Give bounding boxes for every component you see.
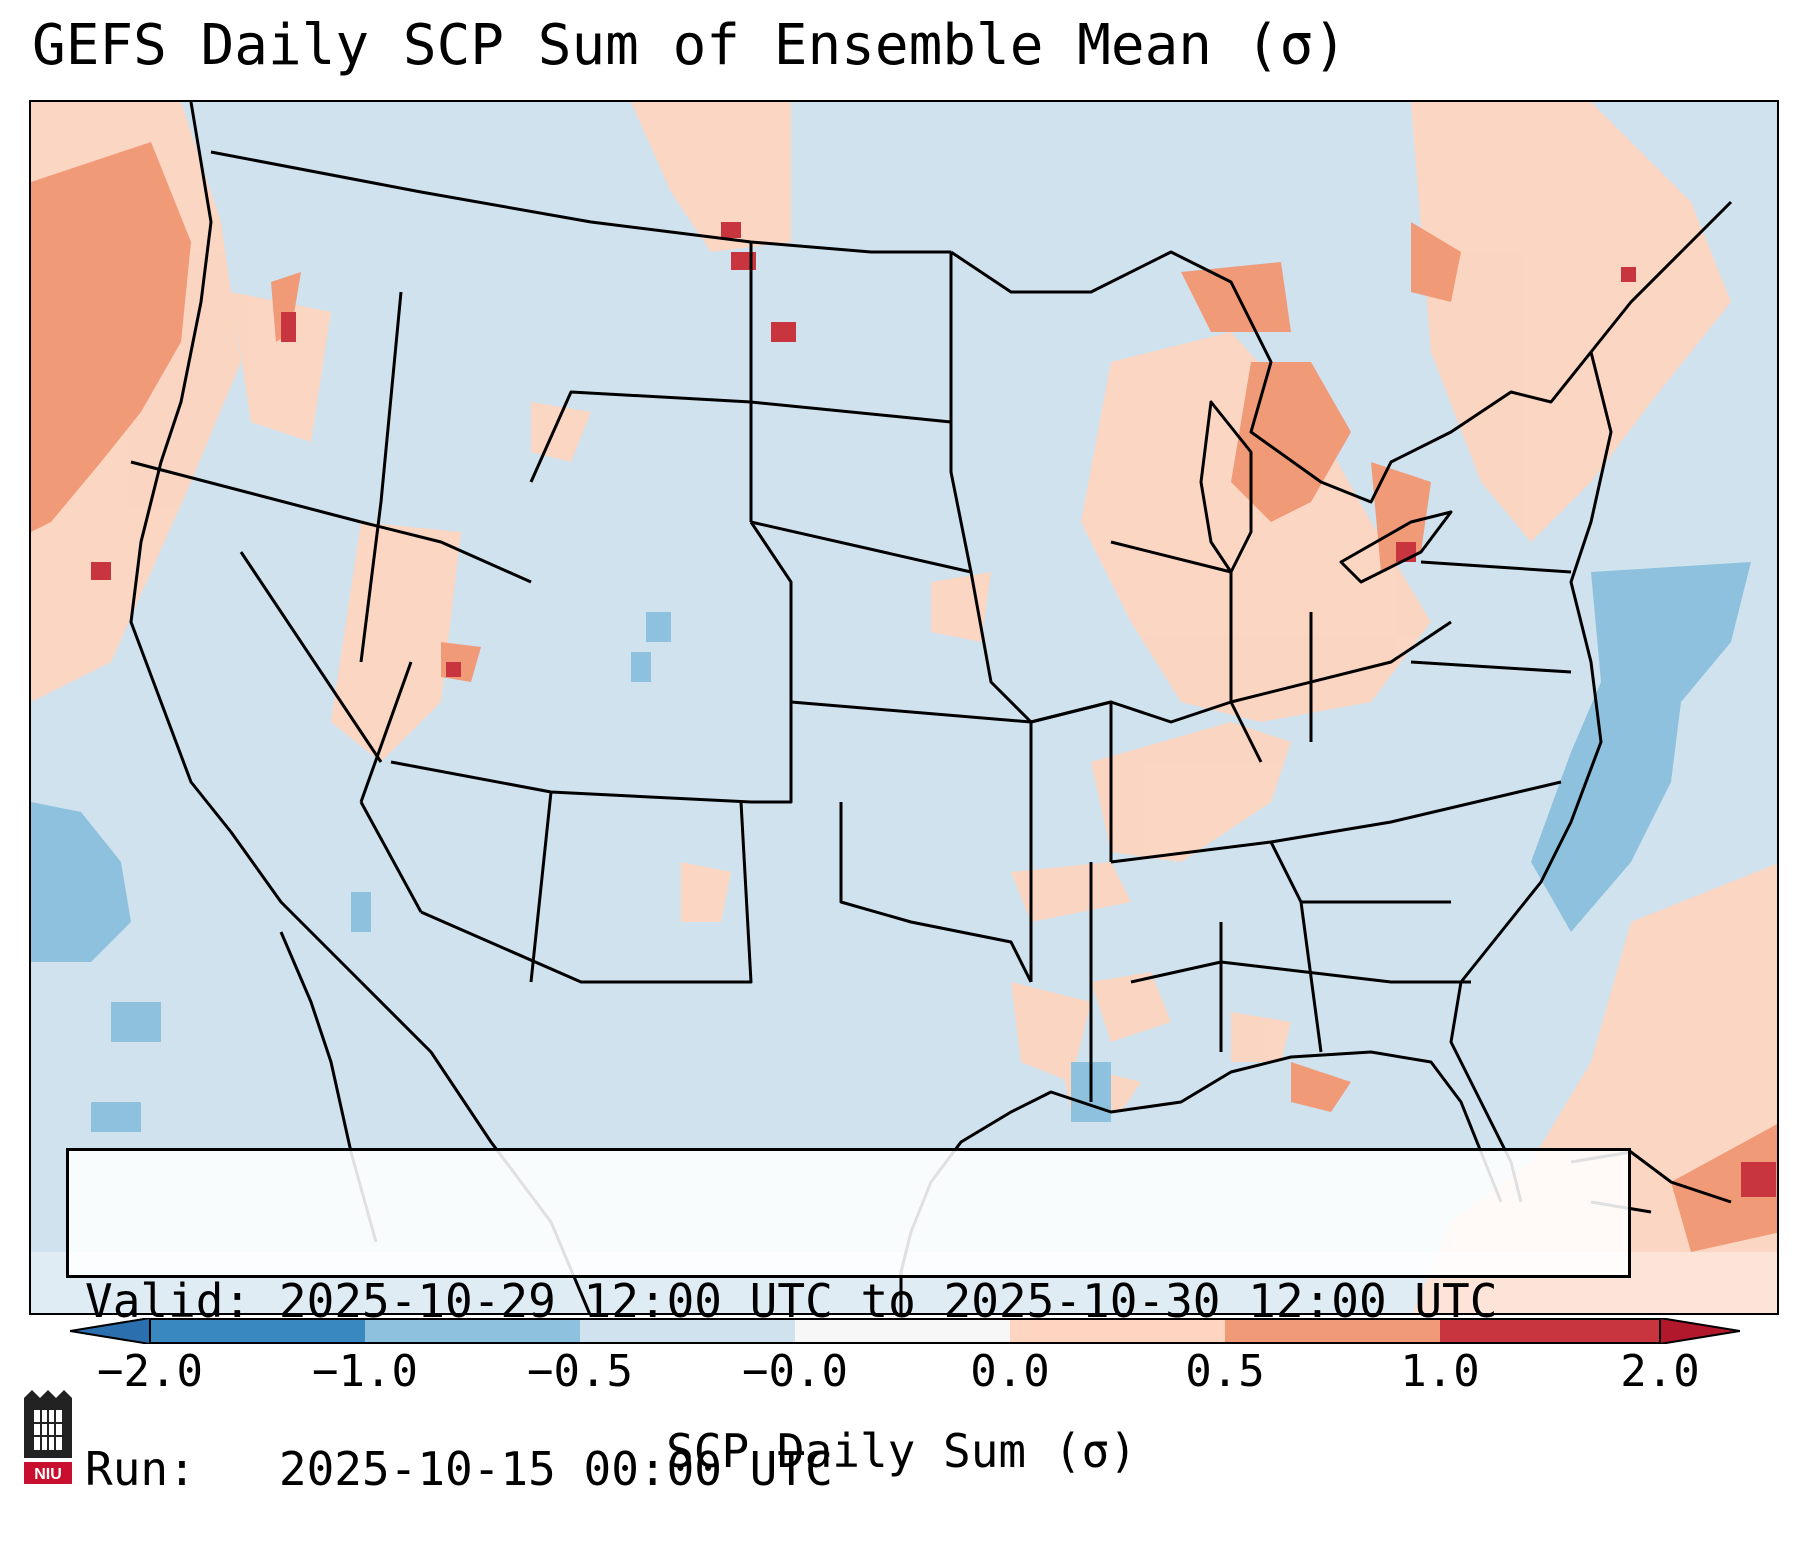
colorbar-bin-4 — [795, 1318, 1010, 1344]
colorbar-bin-7 — [1440, 1318, 1660, 1344]
colorbar-tick-1: −2.0 — [97, 1346, 203, 1397]
colorbar-extend-low — [70, 1318, 151, 1344]
colorbar-tick-8: 2.0 — [1620, 1346, 1700, 1397]
colorbar-bin-6 — [1225, 1318, 1440, 1344]
scp-map — [31, 102, 1777, 1313]
colorbar-tick-4: −0.0 — [742, 1346, 848, 1397]
positive-anomaly-strong — [91, 222, 1776, 1197]
niu-logo: NIU — [24, 1390, 72, 1484]
negative-anomaly-light — [31, 562, 1751, 1132]
colorbar-tick-3: −0.5 — [527, 1346, 633, 1397]
colorbar-tick-6: 0.5 — [1185, 1346, 1265, 1397]
logo-text: NIU — [34, 1466, 62, 1483]
great-lakes-shore — [950, 200, 1733, 504]
colorbar — [70, 1318, 1740, 1344]
colorbar-extend-high — [1659, 1318, 1740, 1344]
colorbar-label: SCP Daily Sum (σ) — [666, 1424, 1137, 1478]
colorbar-bin-3 — [580, 1318, 795, 1344]
run-label: Run: — [85, 1442, 196, 1496]
valid-run-info-box: Valid: 2025-10-29 12:00 UTC to 2025-10-3… — [66, 1148, 1631, 1496]
colorbar-tick-2: −1.0 — [312, 1346, 418, 1397]
map-panel — [29, 100, 1779, 1315]
west-coastline — [129, 102, 363, 984]
colorbar-bin-1 — [150, 1318, 365, 1344]
run-line: Run: 2025-10-15 00:00 UTC — [85, 1441, 1628, 1497]
lake-erie — [1339, 510, 1453, 584]
colorbar-bin-2 — [365, 1318, 580, 1344]
map-title: GEFS Daily SCP Sum of Ensemble Mean (σ) — [32, 13, 1347, 78]
colorbar-tick-5: 0.0 — [970, 1346, 1050, 1397]
us-canada-border — [210, 150, 951, 254]
run-value: 2025-10-15 00:00 UTC — [278, 1442, 833, 1496]
positive-anomaly-light — [31, 102, 1777, 1313]
east-coastline — [1449, 351, 1613, 1203]
boundaries — [129, 102, 1733, 1313]
colorbar-tick-7: 1.0 — [1400, 1346, 1480, 1397]
colorbar-bin-5 — [1010, 1318, 1225, 1344]
